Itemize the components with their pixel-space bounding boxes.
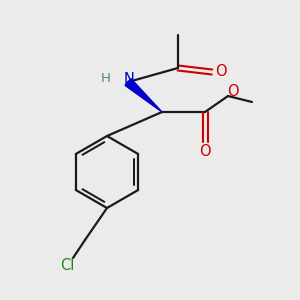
Text: O: O: [215, 64, 227, 80]
Text: Cl: Cl: [60, 259, 74, 274]
Text: O: O: [199, 143, 211, 158]
Text: N: N: [124, 73, 134, 88]
Text: H: H: [101, 71, 111, 85]
Text: O: O: [227, 83, 239, 98]
Polygon shape: [125, 79, 162, 112]
